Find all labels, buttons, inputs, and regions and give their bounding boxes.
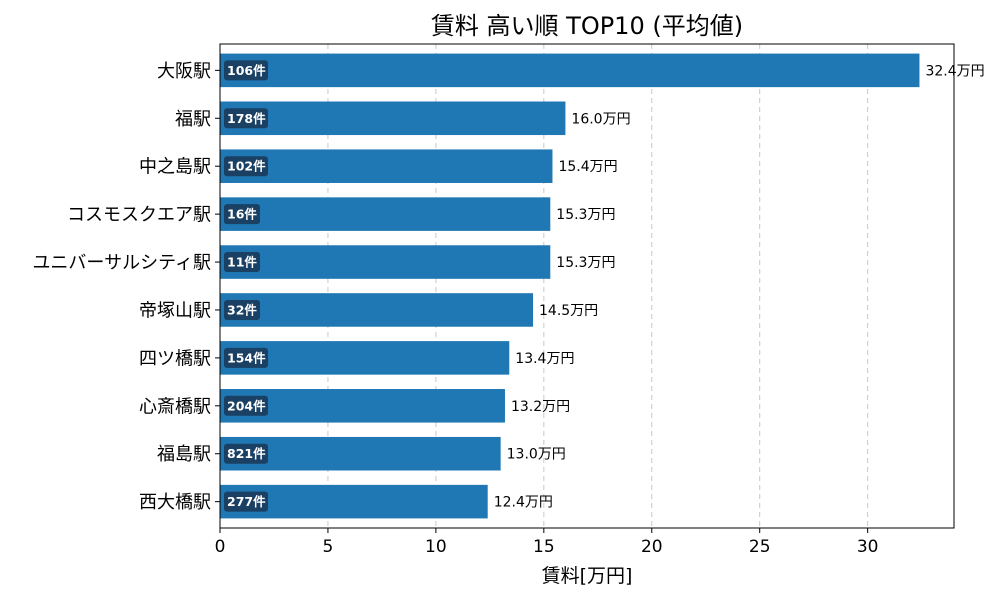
count-label: 32件 [227, 302, 257, 317]
y-tick-label: 中之島駅 [139, 157, 211, 178]
count-label: 11件 [227, 255, 257, 270]
value-label: 14.5万円 [539, 303, 598, 319]
y-tick-label: 福島駅 [157, 444, 211, 465]
x-tick-label: 25 [749, 537, 771, 557]
count-badge [224, 395, 268, 416]
count-label: 178件 [227, 111, 266, 126]
count-badge [224, 108, 268, 129]
bar [220, 293, 534, 327]
y-tick-label: コスモスクエア駅 [67, 205, 211, 226]
chart-title: 賃料 高い順 TOP10 (平均値) [431, 12, 743, 40]
y-axis-ticks: 大阪駅福駅中之島駅コスモスクエア駅ユニバーサルシティ駅帝塚山駅四ツ橋駅心斎橋駅福… [32, 61, 220, 513]
x-tick-label: 0 [215, 537, 226, 557]
y-tick-label: 帝塚山駅 [139, 300, 211, 321]
count-label: 821件 [227, 446, 266, 461]
count-badge [224, 60, 268, 81]
count-label: 102件 [227, 159, 266, 174]
value-label: 13.4万円 [515, 351, 574, 367]
value-label: 15.3万円 [556, 207, 615, 223]
y-tick-label: 大阪駅 [157, 61, 211, 82]
plot-border [219, 43, 955, 529]
count-badge [224, 204, 260, 225]
count-label: 154件 [227, 350, 266, 365]
x-tick-label: 30 [857, 537, 879, 557]
bar [220, 101, 566, 136]
count-badge [224, 347, 268, 368]
y-tick-label: ユニバーサルシティ駅 [32, 253, 211, 274]
bar [220, 149, 553, 183]
count-label: 277件 [227, 494, 266, 509]
x-tick-label: 20 [641, 537, 663, 557]
value-label: 13.0万円 [507, 447, 566, 463]
x-tick-label: 5 [323, 537, 334, 557]
y-tick-label: 心斎橋駅 [139, 396, 211, 417]
count-label: 106件 [227, 63, 266, 78]
count-label: 16件 [227, 207, 257, 222]
value-label: 32.4万円 [925, 63, 984, 79]
bar [220, 53, 920, 88]
y-tick-label: 四ツ橋駅 [139, 348, 211, 369]
x-axis-ticks: 0 5 10 15 20 25 30 [215, 528, 879, 557]
x-tick-label: 10 [425, 537, 447, 557]
value-label: 15.3万円 [556, 255, 615, 271]
value-label: 13.2万円 [511, 399, 570, 415]
bar [220, 341, 510, 375]
count-badge [224, 252, 260, 273]
count-badge [224, 299, 260, 320]
bar [220, 245, 551, 279]
count-badge [224, 443, 268, 464]
value-label: 15.4万円 [558, 159, 617, 175]
bar [220, 197, 551, 231]
count-label: 204件 [227, 398, 266, 413]
value-label: 12.4万円 [494, 495, 553, 511]
value-label: 16.0万円 [571, 111, 630, 127]
x-axis-label: 賃料[万円] [542, 565, 633, 587]
count-badge [224, 156, 268, 177]
bars: 106件 32.4万円 178件 16.0万円 102件 15.4万円 16件 15.3万円 1… [220, 53, 985, 519]
count-badge [224, 491, 268, 512]
y-tick-label: 西大橋駅 [139, 492, 211, 513]
x-tick-label: 15 [533, 537, 555, 557]
y-tick-label: 福駅 [175, 109, 211, 130]
plot-frame [219, 43, 955, 529]
